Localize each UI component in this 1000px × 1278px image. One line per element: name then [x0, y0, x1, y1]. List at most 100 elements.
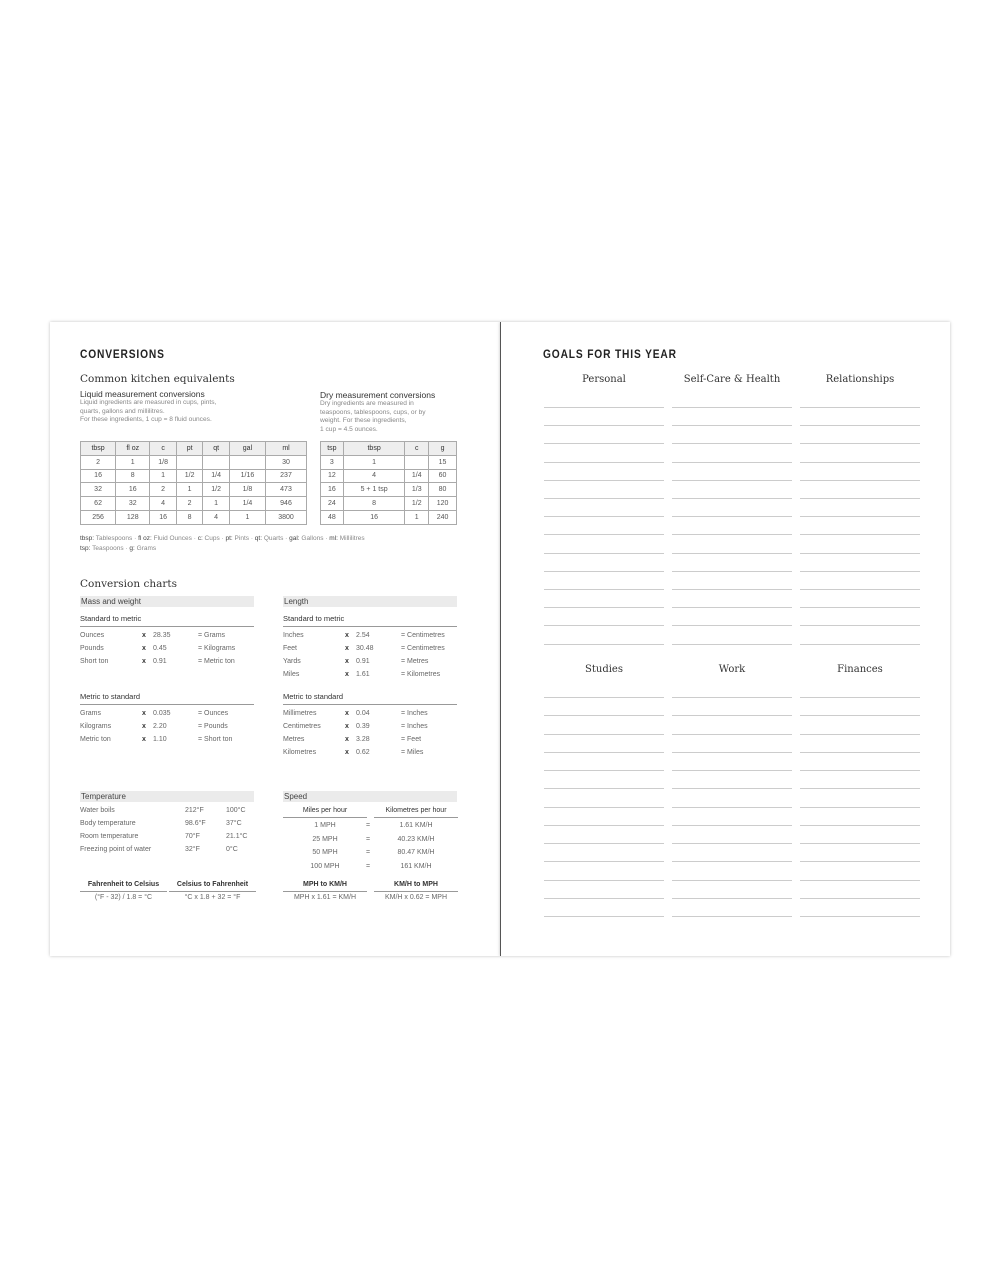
goal-line[interactable] [544, 534, 664, 536]
equals-sign: = [365, 822, 371, 829]
goal-line[interactable] [800, 843, 920, 844]
goal-line[interactable] [800, 589, 920, 590]
goal-line[interactable] [672, 733, 792, 735]
conversion-cell: 28.35 [153, 632, 171, 639]
table-cell: 62 [79, 496, 117, 511]
goal-line[interactable] [672, 788, 792, 790]
goal-line[interactable] [800, 461, 920, 463]
goal-line[interactable] [800, 861, 920, 863]
goal-line[interactable] [800, 607, 920, 609]
goal-line[interactable] [544, 407, 664, 408]
mass-header: Mass and weight [80, 596, 254, 607]
goal-line[interactable] [800, 625, 920, 627]
goal-line[interactable] [800, 715, 920, 717]
goal-line[interactable] [800, 879, 920, 881]
goal-line[interactable] [544, 516, 664, 518]
goal-line[interactable] [800, 425, 920, 427]
table-cell: 120 [428, 496, 457, 511]
goal-line[interactable] [672, 534, 792, 536]
goal-line[interactable] [672, 861, 792, 863]
goal-line[interactable] [544, 824, 664, 826]
goal-line[interactable] [672, 607, 792, 609]
goal-line[interactable] [800, 806, 920, 808]
conversion-cell: = Centimetres [401, 645, 445, 652]
goal-line[interactable] [544, 861, 664, 863]
goal-line[interactable] [672, 425, 792, 427]
goal-line[interactable] [544, 643, 664, 645]
goal-line[interactable] [800, 407, 920, 408]
goal-line[interactable] [672, 570, 792, 572]
goal-line[interactable] [672, 516, 792, 518]
goal-line[interactable] [672, 498, 792, 499]
goal-line[interactable] [544, 607, 664, 609]
goal-line[interactable] [544, 770, 664, 771]
goal-line[interactable] [544, 788, 664, 790]
goal-line[interactable] [800, 479, 920, 481]
goal-line[interactable] [544, 806, 664, 808]
goal-line[interactable] [672, 552, 792, 554]
goal-line[interactable] [800, 534, 920, 536]
goal-line[interactable] [800, 697, 920, 698]
goal-line[interactable] [672, 824, 792, 826]
conversion-cell: Feet [283, 645, 298, 652]
table-cell: 1/4 [404, 468, 430, 484]
goal-line[interactable] [672, 916, 792, 917]
table-cell: 237 [265, 468, 307, 484]
goal-line[interactable] [544, 461, 664, 463]
goal-line[interactable] [544, 552, 664, 554]
goal-line[interactable] [800, 443, 920, 445]
goal-line[interactable] [800, 751, 920, 753]
table-cell: 2 [79, 454, 117, 470]
goal-line[interactable] [800, 516, 920, 518]
goal-line[interactable] [672, 770, 792, 771]
goal-line[interactable] [800, 552, 920, 554]
table-cell: 1/16 [228, 468, 267, 484]
goal-line[interactable] [800, 770, 920, 771]
goal-line[interactable] [544, 843, 664, 844]
goal-line[interactable] [544, 879, 664, 881]
table-cell: 48 [320, 509, 344, 525]
goal-line[interactable] [544, 697, 664, 698]
goal-line[interactable] [800, 733, 920, 735]
goal-line[interactable] [672, 751, 792, 753]
goal-line[interactable] [672, 461, 792, 463]
goal-line[interactable] [544, 589, 664, 590]
goal-line[interactable] [544, 897, 664, 899]
goal-line[interactable] [672, 589, 792, 590]
goal-line[interactable] [800, 788, 920, 790]
goal-line[interactable] [672, 407, 792, 408]
goal-line[interactable] [672, 479, 792, 481]
goal-line[interactable] [672, 625, 792, 627]
goal-line[interactable] [800, 643, 920, 645]
goal-line[interactable] [672, 643, 792, 645]
goal-line[interactable] [800, 570, 920, 572]
conversion-cell: x [345, 723, 349, 730]
goal-line[interactable] [800, 897, 920, 899]
goal-line[interactable] [672, 897, 792, 899]
goal-line[interactable] [672, 879, 792, 881]
goal-line[interactable] [672, 843, 792, 844]
goal-line[interactable] [544, 479, 664, 481]
goal-line[interactable] [672, 806, 792, 808]
table-row: 32 16 2 1 1/2 1/8 473 [79, 482, 307, 498]
conversion-cell: x [142, 710, 146, 717]
goal-line[interactable] [800, 498, 920, 499]
goal-line[interactable] [544, 443, 664, 445]
goal-line[interactable] [544, 570, 664, 572]
goal-line[interactable] [544, 916, 664, 917]
goal-line[interactable] [544, 733, 664, 735]
kmh-column-header: Kilometres per hour [374, 807, 458, 818]
goal-line[interactable] [672, 697, 792, 698]
goal-line[interactable] [800, 916, 920, 917]
goal-line[interactable] [544, 625, 664, 627]
goal-line[interactable] [800, 824, 920, 826]
goal-line[interactable] [544, 425, 664, 427]
table-cell: 1/2 [404, 496, 430, 511]
table-cell: 1/4 [202, 468, 230, 484]
table-cell: 4 [202, 509, 230, 525]
goal-line[interactable] [672, 443, 792, 445]
goal-line[interactable] [544, 751, 664, 753]
goal-line[interactable] [544, 498, 664, 499]
goal-line[interactable] [544, 715, 664, 717]
goal-line[interactable] [672, 715, 792, 717]
